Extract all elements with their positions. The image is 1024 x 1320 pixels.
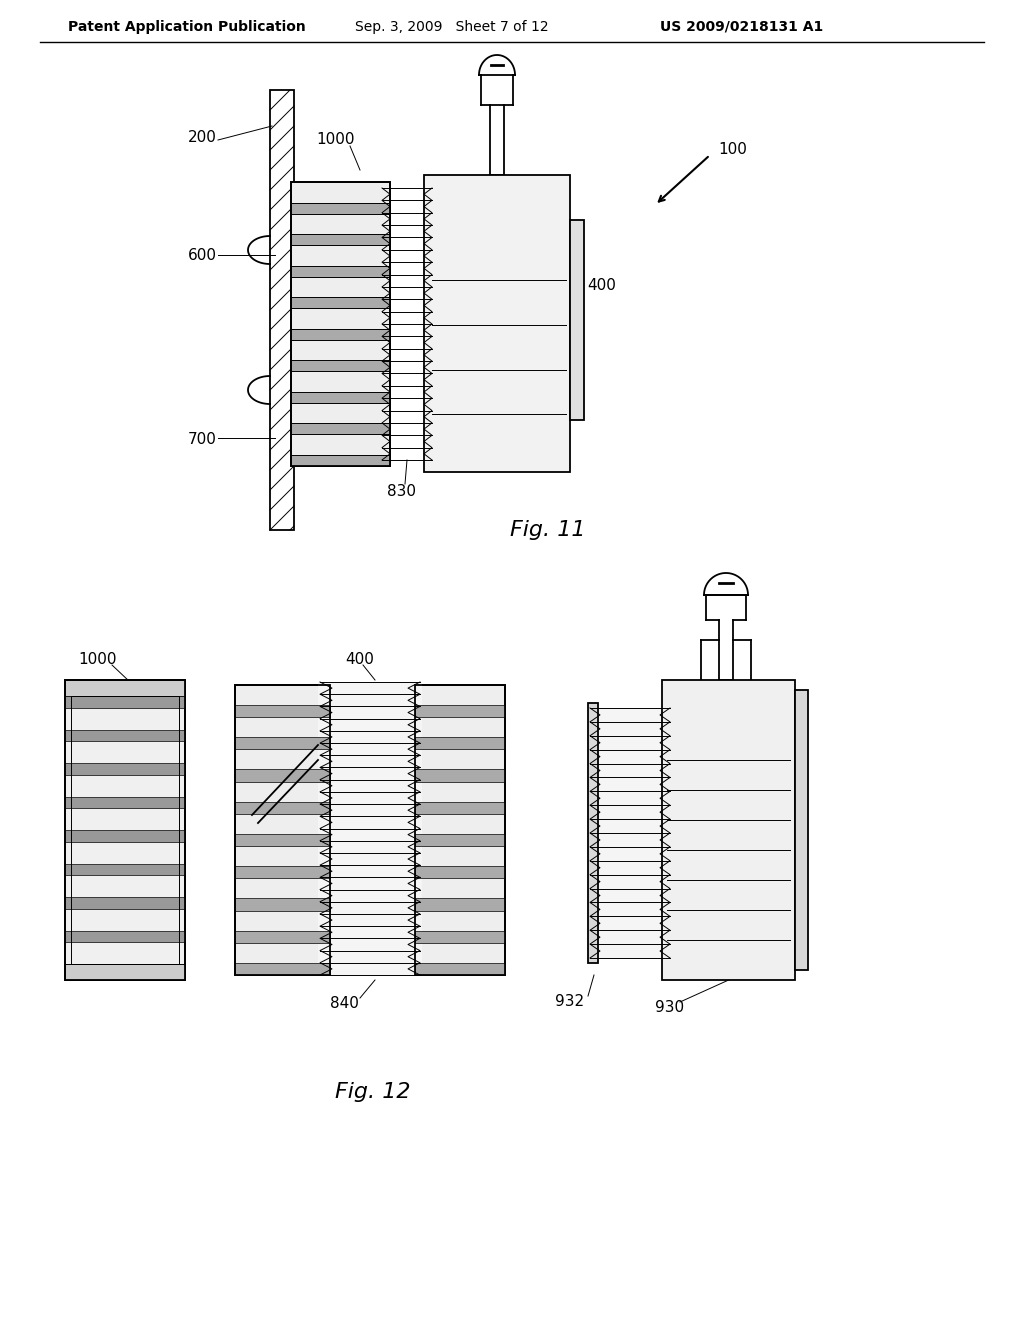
Bar [291, 392, 390, 403]
Bar [65, 730, 185, 742]
Bar [65, 696, 185, 708]
Bar [71, 696, 179, 964]
Bar [291, 234, 390, 246]
Bar [234, 801, 330, 814]
Bar [291, 265, 390, 277]
Text: 200: 200 [188, 131, 217, 145]
Bar [415, 705, 505, 717]
Bar [65, 830, 185, 842]
Bar [234, 737, 330, 750]
Bar [590, 708, 670, 958]
Bar [65, 964, 185, 979]
Bar [415, 962, 505, 975]
Bar [318, 682, 422, 975]
Bar [65, 796, 185, 808]
Bar [415, 685, 505, 975]
Bar [65, 763, 185, 775]
Bar [270, 90, 294, 531]
Text: 400: 400 [345, 652, 374, 668]
Bar [291, 297, 390, 309]
Text: 400: 400 [587, 277, 615, 293]
Bar [234, 685, 330, 975]
Text: 840: 840 [330, 997, 358, 1011]
Bar [291, 329, 390, 339]
Bar [65, 863, 185, 875]
Bar [65, 680, 185, 979]
Bar [234, 866, 330, 878]
Bar [65, 680, 185, 696]
Bar [570, 220, 584, 420]
Bar [415, 770, 505, 781]
Text: Patent Application Publication: Patent Application Publication [68, 20, 306, 34]
Bar [291, 182, 390, 466]
Bar [662, 680, 795, 979]
Text: 932: 932 [555, 994, 584, 1010]
Bar [795, 690, 808, 970]
Bar [588, 704, 598, 964]
Bar [65, 680, 185, 979]
Text: US 2009/0218131 A1: US 2009/0218131 A1 [660, 20, 823, 34]
Bar [234, 685, 330, 975]
Text: Fig. 11: Fig. 11 [510, 520, 586, 540]
Bar [234, 705, 330, 717]
Text: 930: 930 [655, 1001, 684, 1015]
Text: Sep. 3, 2009   Sheet 7 of 12: Sep. 3, 2009 Sheet 7 of 12 [355, 20, 549, 34]
Bar [415, 866, 505, 878]
Text: 600: 600 [188, 248, 217, 263]
Bar [291, 360, 390, 371]
Text: 830: 830 [387, 484, 416, 499]
Text: 700: 700 [188, 433, 217, 447]
Bar [291, 202, 390, 214]
Text: Fig. 12: Fig. 12 [335, 1082, 411, 1102]
Bar [234, 931, 330, 942]
Bar [415, 931, 505, 942]
Text: 100: 100 [718, 143, 746, 157]
Text: 1000: 1000 [78, 652, 117, 668]
Bar [234, 899, 330, 911]
Bar [291, 182, 390, 466]
Bar [415, 834, 505, 846]
Bar [291, 424, 390, 434]
Bar [65, 898, 185, 908]
Bar [234, 770, 330, 781]
Bar [291, 455, 390, 466]
Text: 1000: 1000 [316, 132, 354, 148]
Bar [415, 737, 505, 750]
Bar [65, 931, 185, 942]
Bar [415, 899, 505, 911]
Bar [234, 834, 330, 846]
Bar [424, 176, 570, 473]
Bar [415, 685, 505, 975]
Bar [234, 962, 330, 975]
Bar [415, 801, 505, 814]
